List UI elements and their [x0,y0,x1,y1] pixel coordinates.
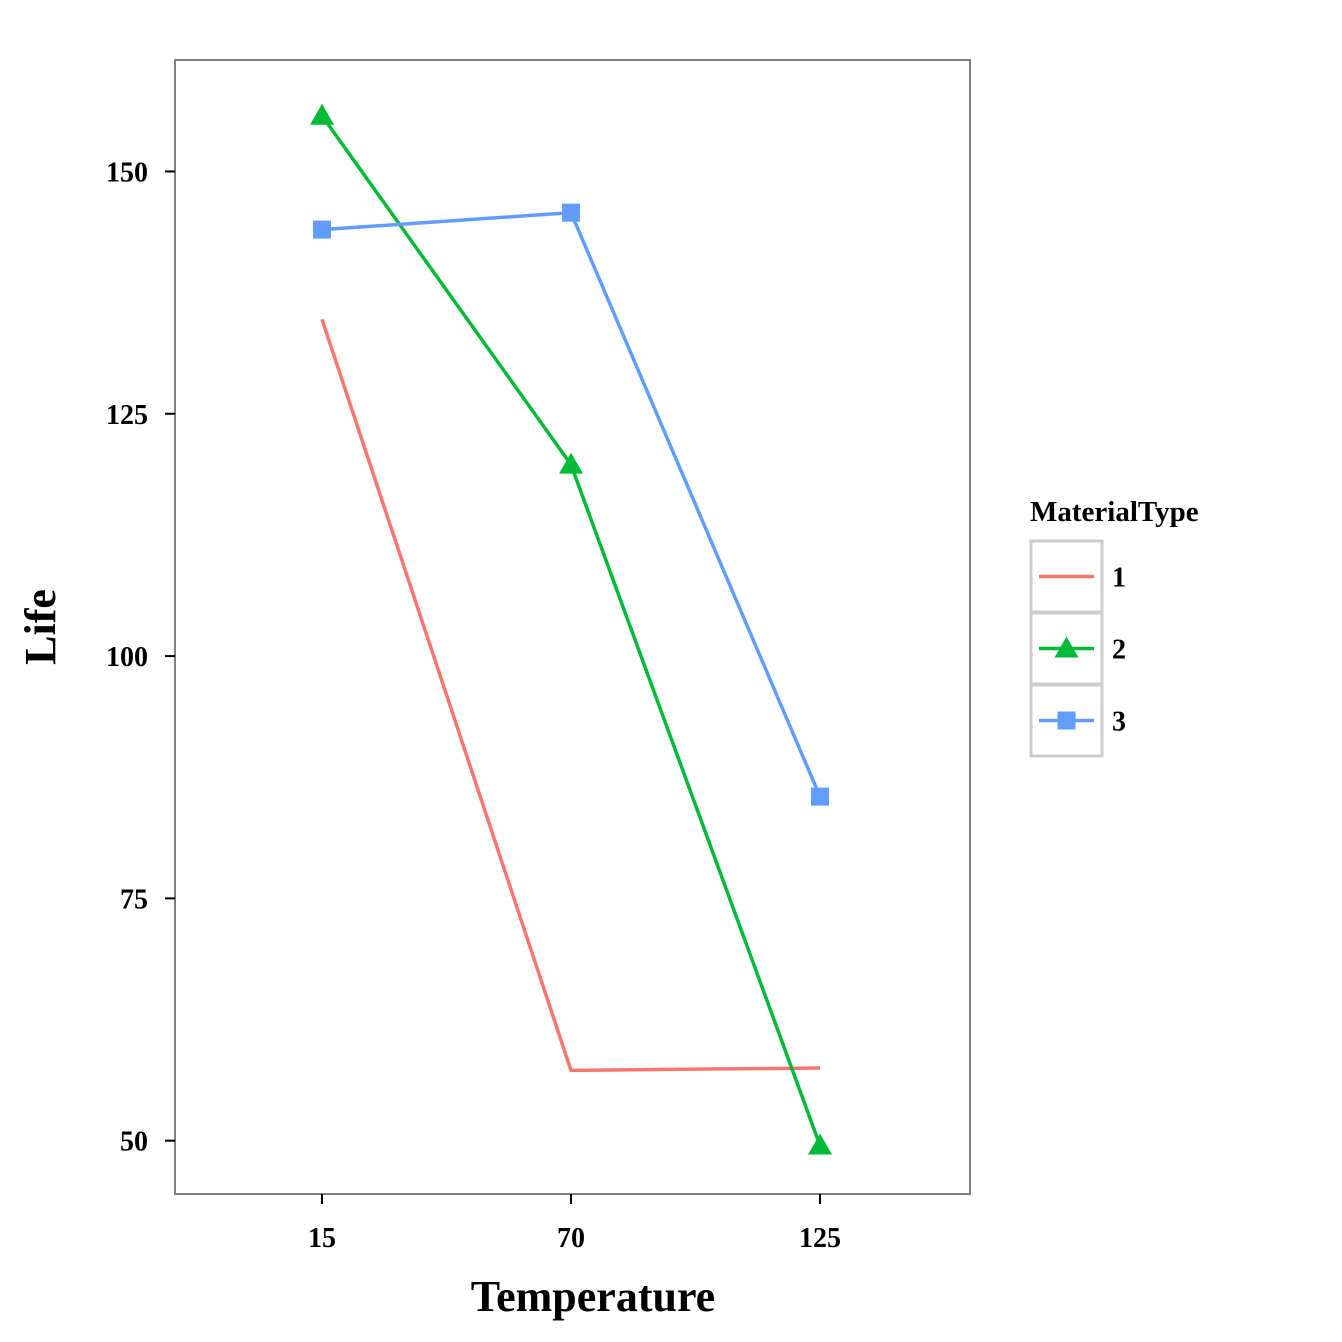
plot-panel [174,59,971,1195]
legend-label: 2 [1112,635,1126,666]
y-tick-label: 75 [120,884,148,915]
series-line-1 [320,318,821,1073]
legend-title: MaterialType [1030,496,1199,528]
y-axis: 50 75 100 125 150 [106,157,175,1158]
y-tick-label: 150 [106,157,148,188]
y-tick-label: 100 [106,642,148,673]
x-axis: 15 70 125 [308,1194,841,1254]
legend-key-marker [1054,636,1079,658]
legend-item-3: 3 [1029,683,1126,758]
data-point-3 [313,220,331,239]
y-axis-title: Life [16,589,65,665]
x-axis-title: Temperature [471,1272,715,1321]
data-point-2 [310,103,334,125]
legend: MaterialType 1 2 3 [1029,496,1199,758]
series-layer [310,103,832,1155]
legend-label: 1 [1112,563,1126,594]
data-point-2 [559,452,583,474]
y-tick-label: 125 [106,400,148,431]
x-tick-label: 15 [308,1223,336,1254]
legend-key-marker [1057,711,1076,730]
series-1 [320,318,821,1073]
x-tick-label: 125 [799,1223,841,1254]
legend-item-1: 1 [1029,539,1126,614]
data-point-3 [811,787,829,806]
series-2 [310,103,832,1155]
data-point-3 [562,203,580,222]
y-tick-label: 50 [120,1127,148,1158]
series-3 [313,203,829,806]
x-tick-label: 70 [557,1223,585,1254]
data-point-2 [808,1133,832,1155]
legend-label: 3 [1112,707,1126,738]
legend-item-2: 2 [1029,611,1126,686]
